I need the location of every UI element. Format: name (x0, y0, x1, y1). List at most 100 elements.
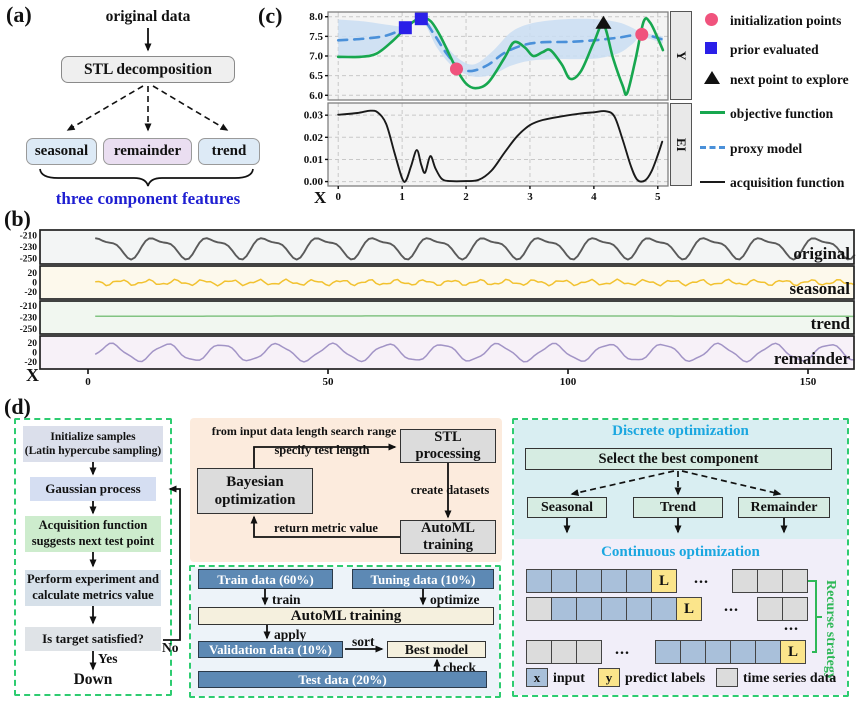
sequence-cell-b (626, 569, 652, 593)
sequence-cell-b (680, 640, 706, 664)
svg-text:6.0: 6.0 (309, 90, 323, 102)
svg-text:seasonal: seasonal (790, 279, 851, 298)
discrete-opt-bg (514, 420, 847, 539)
legend-initialization-points: initialization points (730, 13, 842, 28)
sequence-cell-g (551, 640, 577, 664)
panel-b-x-axis-label: X (26, 365, 39, 385)
sequence-cell-g (732, 569, 758, 593)
svg-text:0.03: 0.03 (304, 110, 324, 122)
edge-label-return-metric: return metric value (274, 521, 378, 535)
svg-text:20: 20 (28, 339, 38, 349)
svg-text:0.00: 0.00 (304, 176, 324, 188)
sequence-cell-b (576, 597, 602, 621)
next-point-icon (704, 71, 720, 84)
bo-flow-border (14, 418, 172, 696)
ellipsis: ... (784, 617, 799, 634)
svg-text:5: 5 (655, 191, 661, 202)
recurse-strategy-label: Recurse strategy (823, 579, 838, 680)
sequence-cell-b (730, 640, 756, 664)
sequence-cell-b (755, 640, 781, 664)
svg-text:100: 100 (560, 376, 577, 388)
automl-training-wide-box: AutoML training (198, 607, 494, 625)
edge-label-create-datasets: create datasets (410, 483, 490, 497)
yes-label: Yes (98, 651, 118, 666)
panel-a-arrows (39, 28, 254, 187)
init-point-icon (705, 13, 718, 26)
sequence-cell-L: L (676, 597, 702, 621)
svg-text:-210: -210 (20, 231, 38, 241)
train-arrow-label: train (272, 592, 301, 607)
panel-d-label: (d) (4, 394, 31, 419)
box-line: STL (434, 428, 462, 445)
svg-text:trend: trend (811, 314, 851, 333)
box-line: processing (415, 446, 481, 462)
acquisition-chart: 0.03 0.02 0.01 0.00 0 1 2 3 4 5 (304, 102, 669, 202)
automl-flow-border (189, 565, 501, 698)
svg-text:remainder: remainder (774, 349, 851, 368)
panel-c-x-axis-label: X (314, 188, 327, 207)
sequence-cell-b (551, 569, 577, 593)
legend-predict-label: predict labels (625, 671, 706, 686)
legend-input-cell: x (526, 668, 548, 687)
optimize-arrow-label: optimize (430, 592, 480, 607)
sequence-cell-L: L (780, 640, 806, 664)
panel-d-arrows (89, 443, 822, 671)
box-line: Bayesian (226, 474, 284, 490)
step-line: calculate metrics value (32, 588, 154, 602)
box-line: AutoML (421, 519, 475, 536)
legend-input-label: input (553, 671, 585, 686)
step-line: Acquisition function (38, 518, 148, 533)
svg-text:-230: -230 (20, 243, 38, 253)
svg-text:0: 0 (335, 191, 341, 202)
step-line: (Latin hypercube sampling) (24, 445, 162, 457)
original-data-label: original data (105, 8, 191, 25)
svg-text:8.0: 8.0 (309, 11, 323, 23)
test-data-box: Test data (20%) (198, 671, 487, 688)
svg-text:-230: -230 (20, 314, 38, 324)
svg-text:-210: -210 (20, 302, 38, 312)
svg-text:0: 0 (32, 349, 37, 359)
ellipsis: ... (615, 641, 630, 658)
svg-text:1: 1 (399, 191, 405, 202)
sequence-cell-b (601, 597, 627, 621)
svg-text:0: 0 (32, 279, 37, 289)
svg-text:20: 20 (28, 269, 38, 279)
sequence-cell-b (705, 640, 731, 664)
ei-axis-label-box: EI (670, 103, 692, 186)
legend-acquisition-function: acquisition function (730, 175, 845, 190)
sequence-cell-b (651, 597, 677, 621)
train-data-box: Train data (60%) (198, 569, 333, 589)
sequence-cell-b (655, 640, 681, 664)
legend-timeseries-label: time series data (743, 671, 837, 686)
box-line: training (423, 537, 473, 553)
sequence-cell-g (576, 640, 602, 664)
svg-text:-250: -250 (20, 325, 38, 335)
automl-training-box: AutoML training (400, 520, 496, 554)
sequence-cell-b (526, 569, 552, 593)
step-line: Perform experiment and (27, 572, 159, 587)
no-label: No (162, 640, 179, 655)
legend-prior-evaluated: prior evaluated (730, 42, 819, 57)
continuous-optimization-title: Continuous optimization (601, 544, 760, 560)
svg-text:0: 0 (85, 376, 91, 388)
svg-text:150: 150 (800, 376, 817, 388)
y-axis-label-box: Y (670, 11, 692, 100)
panel-b-label: (b) (4, 206, 31, 231)
legend-proxy-model: proxy model (730, 141, 803, 156)
bayes-objective-chart: 8.0 7.5 7.0 6.5 6.0 (309, 11, 669, 102)
sequence-cell-b (576, 569, 602, 593)
svg-text:2: 2 (463, 191, 469, 202)
remainder-component-box: Remainder (738, 497, 830, 518)
sequence-cell-b (601, 569, 627, 593)
seasonal-box: seasonal (26, 138, 97, 165)
svg-text:4: 4 (591, 191, 597, 202)
seasonal-component-box: Seasonal (527, 497, 607, 518)
discrete-optimization-title: Discrete optimization (612, 423, 749, 439)
validation-data-box: Validation data (10%) (198, 641, 343, 658)
ellipsis: ... (694, 570, 709, 587)
initialize-samples-box: Initialize samples (Latin hypercube samp… (23, 426, 163, 462)
edge-label-search-range: from input data length search range (211, 424, 397, 438)
sort-arrow-label: sort (352, 634, 375, 649)
sequence-cell-b (626, 597, 652, 621)
